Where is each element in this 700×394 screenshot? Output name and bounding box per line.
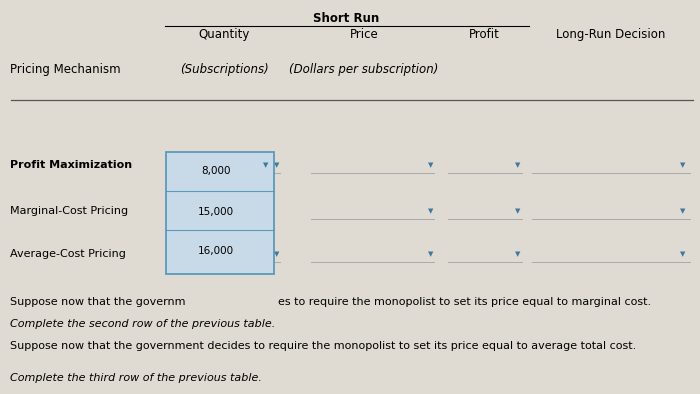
Text: ▼: ▼ <box>680 251 685 257</box>
Text: ▼: ▼ <box>428 208 433 214</box>
Text: Price: Price <box>349 28 379 41</box>
Text: ▼: ▼ <box>274 251 279 257</box>
Text: ▼: ▼ <box>428 162 433 169</box>
Text: Complete the second row of the previous table.: Complete the second row of the previous … <box>10 319 276 329</box>
Text: ▼: ▼ <box>515 208 521 214</box>
Text: Suppose now that the government decides to require the monopolist to set its pri: Suppose now that the government decides … <box>10 341 637 351</box>
Text: Suppose now that the governm: Suppose now that the governm <box>10 297 186 307</box>
Text: ▼: ▼ <box>274 162 279 169</box>
Text: Short Run: Short Run <box>314 12 379 25</box>
FancyBboxPatch shape <box>166 152 274 274</box>
Text: (Subscriptions): (Subscriptions) <box>180 63 268 76</box>
Text: Quantity: Quantity <box>198 28 250 41</box>
Text: ▼: ▼ <box>680 162 685 169</box>
Text: Complete the third row of the previous table.: Complete the third row of the previous t… <box>10 374 262 383</box>
Text: es to require the monopolist to set its price equal to marginal cost.: es to require the monopolist to set its … <box>278 297 651 307</box>
Text: ▼: ▼ <box>515 251 521 257</box>
Text: ▼: ▼ <box>428 251 433 257</box>
Text: ▼: ▼ <box>263 162 269 169</box>
Text: Profit: Profit <box>469 28 500 41</box>
Text: 15,000: 15,000 <box>197 206 234 217</box>
Text: Marginal-Cost Pricing: Marginal-Cost Pricing <box>10 206 129 216</box>
Text: Average-Cost Pricing: Average-Cost Pricing <box>10 249 127 259</box>
Text: (Dollars per subscription): (Dollars per subscription) <box>289 63 439 76</box>
Text: 16,000: 16,000 <box>197 246 234 256</box>
Text: 8,000: 8,000 <box>201 166 230 177</box>
Text: Pricing Mechanism: Pricing Mechanism <box>10 63 121 76</box>
Text: Profit Maximization: Profit Maximization <box>10 160 132 171</box>
Text: Long-Run Decision: Long-Run Decision <box>556 28 666 41</box>
Text: ▼: ▼ <box>680 208 685 214</box>
Text: ▼: ▼ <box>515 162 521 169</box>
